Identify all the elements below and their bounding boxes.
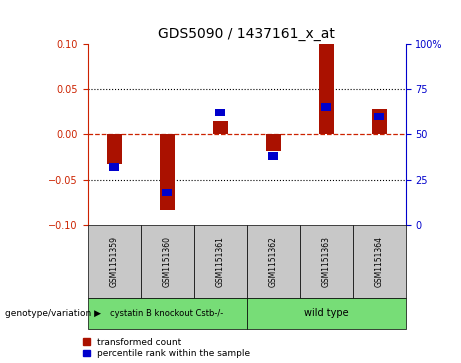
Legend: transformed count, percentile rank within the sample: transformed count, percentile rank withi…	[83, 338, 250, 359]
Text: genotype/variation ▶: genotype/variation ▶	[5, 309, 100, 318]
Text: GSM1151362: GSM1151362	[269, 236, 278, 287]
Bar	[109, 163, 119, 171]
Bar	[162, 189, 172, 196]
Text: GSM1151360: GSM1151360	[163, 236, 171, 287]
Text: GSM1151364: GSM1151364	[375, 236, 384, 287]
Bar	[106, 134, 122, 164]
Bar	[215, 109, 225, 116]
Bar	[321, 103, 331, 111]
Bar	[266, 134, 281, 151]
Text: cystatin B knockout Cstb-/-: cystatin B knockout Cstb-/-	[111, 309, 224, 318]
Bar	[213, 121, 228, 134]
Bar	[372, 109, 387, 134]
Bar	[268, 152, 278, 160]
Text: GSM1151361: GSM1151361	[216, 236, 225, 287]
Text: wild type: wild type	[304, 308, 349, 318]
Bar	[319, 44, 334, 134]
Bar	[374, 113, 384, 120]
Title: GDS5090 / 1437161_x_at: GDS5090 / 1437161_x_at	[158, 27, 335, 41]
Bar	[160, 134, 175, 209]
Text: GSM1151359: GSM1151359	[110, 236, 118, 287]
Text: GSM1151363: GSM1151363	[322, 236, 331, 287]
